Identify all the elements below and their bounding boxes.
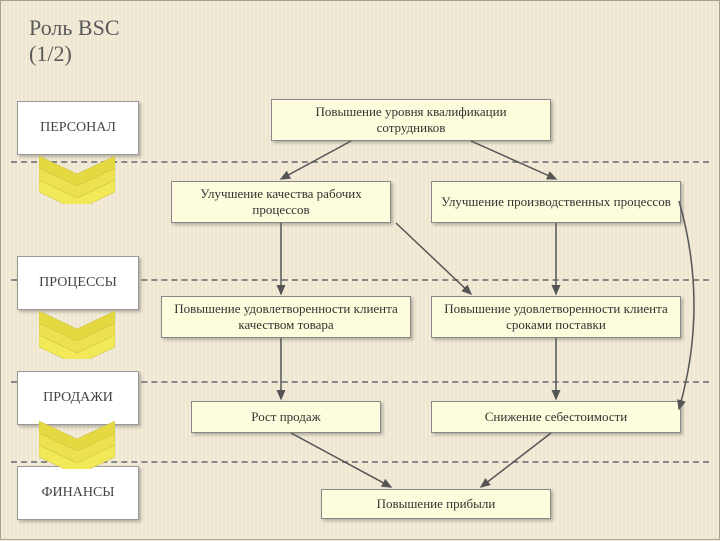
box-b6: Рост продаж: [191, 401, 381, 433]
chevron-icon: [39, 311, 115, 359]
category-продажи: ПРОДАЖИ: [17, 371, 139, 425]
arrow: [291, 433, 391, 487]
arrow: [396, 223, 471, 294]
arrow: [679, 201, 694, 409]
category-процессы: ПРОЦЕССЫ: [17, 256, 139, 310]
divider: [11, 461, 709, 463]
arrow: [481, 433, 551, 487]
chevron-group: [39, 311, 115, 364]
category-финансы: ФИНАНСЫ: [17, 466, 139, 520]
box-b3: Улучшение производственных процессов: [431, 181, 681, 223]
box-b7: Снижение себестоимости: [431, 401, 681, 433]
chevron-icon: [39, 156, 115, 204]
title-line1: Роль BSC: [29, 15, 120, 40]
slide-title: Роль BSC (1/2): [29, 15, 120, 68]
arrow: [281, 141, 351, 179]
box-b2: Улучшение качества рабочих процессов: [171, 181, 391, 223]
box-b5: Повышение удовлетворенности клиента срок…: [431, 296, 681, 338]
box-b4: Повышение удовлетворенности клиента каче…: [161, 296, 411, 338]
slide: Роль BSC (1/2) ПЕРСОНАЛ ПРОЦЕССЫ ПРОДАЖИ ФИ…: [0, 0, 720, 540]
box-b1: Повышение уровня квалификации сотруднико…: [271, 99, 551, 141]
chevron-icon: [39, 421, 115, 469]
arrow: [471, 141, 556, 179]
category-персонал: ПЕРСОНАЛ: [17, 101, 139, 155]
box-b8: Повышение прибыли: [321, 489, 551, 519]
chevron-group: [39, 421, 115, 474]
title-line2: (1/2): [29, 41, 72, 66]
divider: [11, 161, 709, 163]
chevron-group: [39, 156, 115, 209]
